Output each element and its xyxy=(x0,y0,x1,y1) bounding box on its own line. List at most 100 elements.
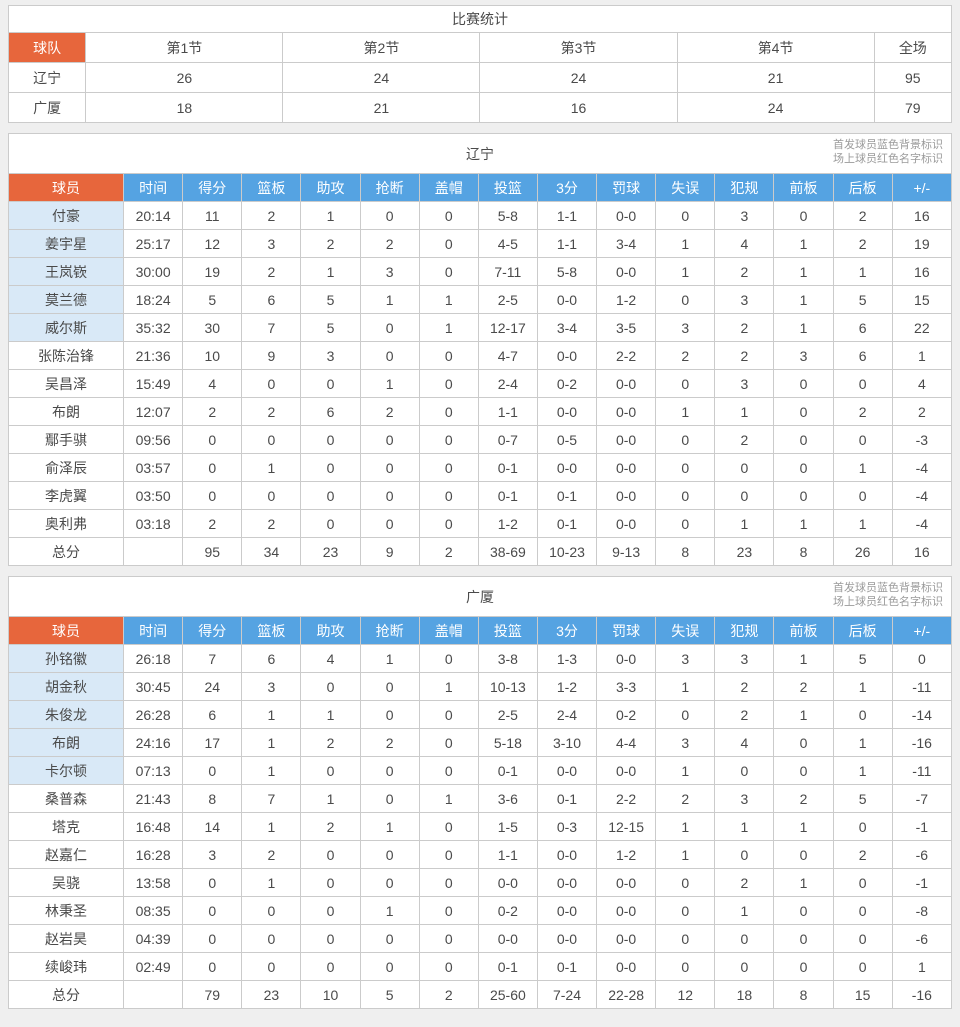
legend-line-oncourt: 场上球员红色名字标识 xyxy=(833,596,943,608)
column-header-cell: 篮板 xyxy=(241,173,302,202)
stat-cell: 0 xyxy=(300,509,361,538)
stat-cell: 03:50 xyxy=(123,481,184,510)
row-name-cell: 布朗 xyxy=(7,397,125,426)
stat-cell: 1-5 xyxy=(477,812,538,841)
stat-cell: 0 xyxy=(359,453,420,482)
stat-cell: 2 xyxy=(359,397,420,426)
stat-cell: 2 xyxy=(832,201,893,230)
stat-cell: 0 xyxy=(418,868,479,897)
data-row: 姜宇星 25:17 12 3 2 2 0 4-5 1-1 3-4 1 4 1 2 19 xyxy=(7,229,953,258)
stat-cell: 3 xyxy=(655,728,716,757)
stat-cell: 1 xyxy=(832,509,893,538)
stat-cell: 0 xyxy=(300,369,361,398)
stat-cell: 0 xyxy=(359,509,420,538)
stat-cell: 5 xyxy=(359,980,420,1009)
stat-cell: 0 xyxy=(773,425,834,454)
stat-cell: 1 xyxy=(773,868,834,897)
row-name-cell: 王岚嵚 xyxy=(7,257,125,286)
stat-cell: 0-0 xyxy=(536,756,598,785)
stat-cell: 2-5 xyxy=(477,700,538,729)
liaoning-stats-table: 辽宁 首发球员蓝色背景标识 场上球员红色名字标识 球员 时间 得分 篮板 助攻 抢断 盖帽投… xyxy=(7,133,953,566)
stat-cell: 0-0 xyxy=(596,896,657,925)
stat-cell: 0 xyxy=(359,672,420,701)
stat-cell: 2 xyxy=(241,201,302,230)
stat-cell: 0-0 xyxy=(477,924,538,953)
stat-cell: 0 xyxy=(655,481,716,510)
stat-cell: 25-60 xyxy=(477,980,538,1009)
stat-cell: 23 xyxy=(714,537,775,566)
stat-cell: 19 xyxy=(891,229,953,258)
stat-cell: 5 xyxy=(832,285,893,314)
stat-cell: 1 xyxy=(655,840,716,869)
stat-cell: 0 xyxy=(832,481,893,510)
stat-cell: 0 xyxy=(300,481,361,510)
stat-cell: 19 xyxy=(182,257,243,286)
stat-cell: 1 xyxy=(359,812,420,841)
column-header-cell: 盖帽 xyxy=(418,173,479,202)
stat-cell: 3 xyxy=(359,257,420,286)
stat-cell: 4 xyxy=(714,229,775,258)
stat-cell: 1 xyxy=(655,397,716,426)
stat-cell: 12 xyxy=(655,980,716,1009)
stat-cell: 1-2 xyxy=(536,672,598,701)
stat-cell: 4-7 xyxy=(477,341,538,370)
stat-cell: 0 xyxy=(359,313,420,342)
data-row: 奥利弗 03:18 2 2 0 0 0 1-2 0-1 0-0 0 1 1 1 -4 xyxy=(7,509,953,538)
stat-cell: 10 xyxy=(182,341,243,370)
data-row: 续峻玮 02:49 0 0 0 0 0 0-1 0-1 0-0 0 0 0 0 1 xyxy=(7,952,953,981)
data-row: 张陈治锋 21:36 10 9 3 0 0 4-7 0-0 2-2 2 2 3 6 1 xyxy=(7,341,953,370)
row-name-cell: 俞泽辰 xyxy=(7,453,125,482)
totals-label-cell: 总分 xyxy=(7,980,125,1009)
stat-cell: 1 xyxy=(773,285,834,314)
stat-cell: 0-0 xyxy=(596,425,657,454)
stat-cell: 0 xyxy=(773,756,834,785)
stat-cell: 0 xyxy=(359,952,420,981)
stat-cell: 3 xyxy=(655,644,716,673)
column-header-cell: 得分 xyxy=(182,616,243,645)
stat-cell: 0 xyxy=(418,369,479,398)
stat-cell: 0 xyxy=(655,369,716,398)
stat-cell: 15 xyxy=(891,285,953,314)
column-header-cell: 失误 xyxy=(655,173,716,202)
stat-cell: 0-0 xyxy=(536,397,598,426)
stat-cell: 3 xyxy=(714,369,775,398)
stat-cell: 0-1 xyxy=(477,481,538,510)
stat-cell: 0 xyxy=(182,453,243,482)
stat-cell: 0-2 xyxy=(536,369,598,398)
liaoning-table-title-cell: 辽宁 首发球员蓝色背景标识 场上球员红色名字标识 xyxy=(8,133,952,174)
stat-cell: 0 xyxy=(832,924,893,953)
stat-cell: 1 xyxy=(241,728,302,757)
stat-cell: -7 xyxy=(891,784,953,813)
stat-cell: 3-8 xyxy=(477,644,538,673)
stat-cell: 0 xyxy=(300,453,361,482)
stat-cell: 20:14 xyxy=(123,201,184,230)
stat-cell: 3-3 xyxy=(596,672,657,701)
table-title-row: 广厦 首发球员蓝色背景标识 场上球员红色名字标识 xyxy=(8,576,952,617)
stat-cell: 2 xyxy=(418,980,479,1009)
stat-cell: 1 xyxy=(359,285,420,314)
guangsha-table-title: 广厦 xyxy=(466,588,494,605)
stat-cell: 1 xyxy=(300,257,361,286)
stat-cell: 0-0 xyxy=(536,896,598,925)
starter-legend: 首发球员蓝色背景标识 场上球员红色名字标识 xyxy=(833,138,943,166)
stat-cell: 6 xyxy=(241,644,302,673)
stat-cell: 6 xyxy=(300,397,361,426)
stat-cell: 2 xyxy=(655,784,716,813)
stat-cell: 0 xyxy=(359,784,420,813)
column-header-cell: 犯规 xyxy=(714,173,775,202)
stat-cell: 23 xyxy=(241,980,302,1009)
stat-cell: 0 xyxy=(773,453,834,482)
data-row: 威尔斯 35:32 30 7 5 0 1 12-17 3-4 3-5 3 2 1 6 22 xyxy=(7,313,953,342)
data-row: 赵嘉仁 16:28 3 2 0 0 0 1-1 0-0 1-2 1 0 0 2 -6 xyxy=(7,840,953,869)
stat-cell: 7 xyxy=(241,313,302,342)
stat-cell: 0-0 xyxy=(596,453,657,482)
stat-cell: 16 xyxy=(891,537,953,566)
stat-cell: 0 xyxy=(418,341,479,370)
row-name-cell: 赵岩昊 xyxy=(7,924,125,953)
stat-cell: 0 xyxy=(714,453,775,482)
row-name-cell: 林秉圣 xyxy=(7,896,125,925)
stat-cell: 0 xyxy=(773,397,834,426)
stat-cell: 2 xyxy=(182,509,243,538)
stat-cell: 1 xyxy=(655,756,716,785)
stat-cell: 12:07 xyxy=(123,397,184,426)
